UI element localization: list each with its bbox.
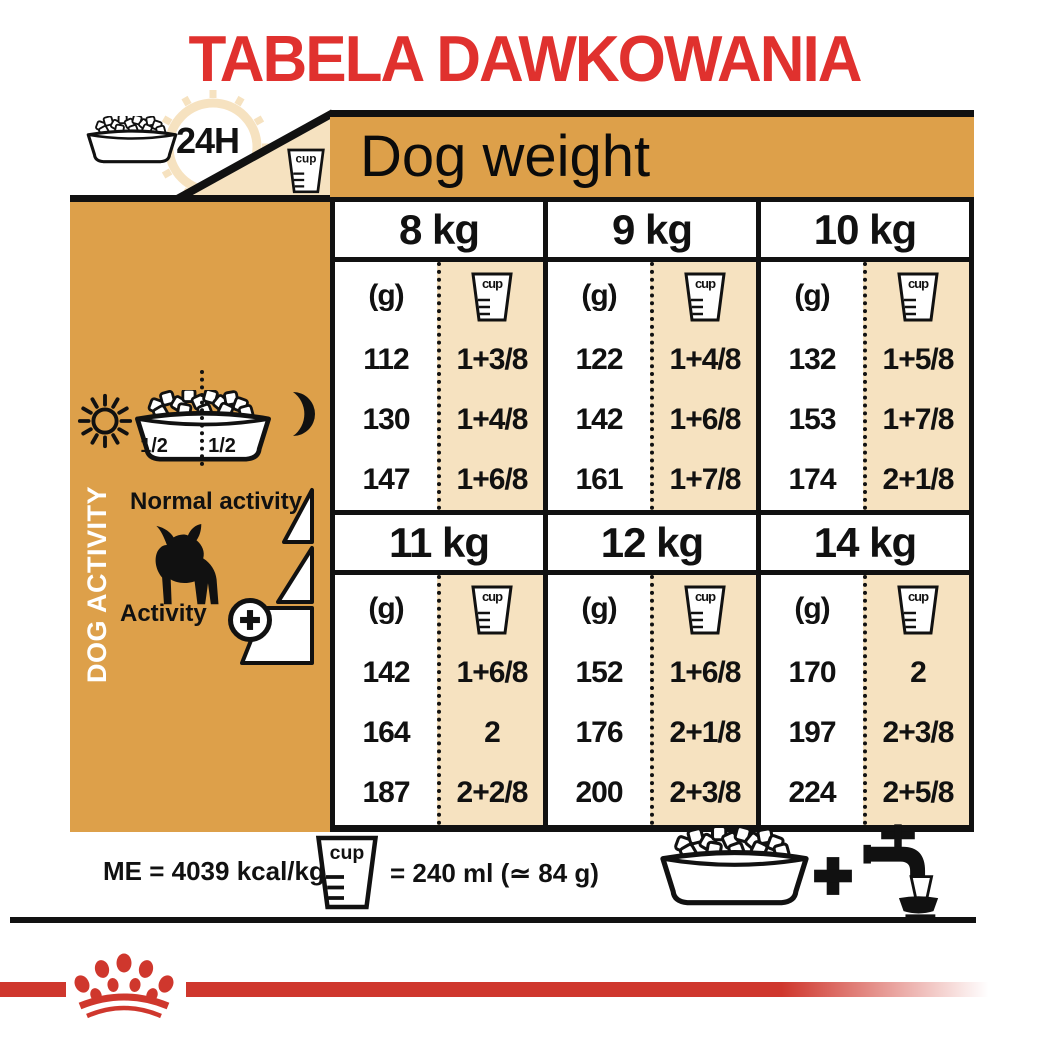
column-body: (g) 142 164 187 1+6/8 2 2+2/8	[335, 575, 543, 825]
grams-value: 161	[575, 463, 623, 496]
grams-value: 174	[788, 463, 836, 496]
plus-circle-icon	[228, 598, 272, 642]
cups-value: 1+7/8	[882, 403, 955, 436]
weight-header: 9 kg	[548, 202, 756, 257]
grams-value: 153	[788, 403, 836, 436]
moon-icon	[293, 392, 315, 436]
grams-unit-label: (g)	[581, 592, 617, 625]
grams-unit-label: (g)	[794, 279, 830, 312]
measuring-cup-icon	[471, 272, 513, 322]
grams-value: 197	[788, 716, 836, 749]
grams-value: 170	[788, 656, 836, 689]
cup-equivalence-label: = 240 ml (≃ 84 g)	[390, 858, 599, 888]
french-bulldog-icon	[155, 524, 219, 605]
plus-icon	[814, 857, 852, 895]
dog-activity-axis-label: DOG ACTIVITY	[82, 485, 112, 683]
grams-value: 132	[788, 343, 836, 376]
footer-divider	[10, 917, 976, 923]
grams-value: 122	[575, 343, 623, 376]
cups-value: 1+6/8	[669, 403, 742, 436]
page-title: TABELA DAWKOWANIA	[188, 23, 862, 96]
food-bowl-icon	[86, 116, 178, 164]
weight-header: 14 kg	[761, 515, 969, 570]
cups-value: 1+6/8	[669, 656, 742, 689]
sun-icon	[77, 393, 133, 449]
brand-crown-logo	[74, 953, 174, 1019]
brand-stripe	[186, 982, 1049, 997]
cups-value: 2+3/8	[882, 716, 955, 749]
grams-value: 112	[363, 343, 409, 376]
water-tap-icon	[863, 824, 939, 918]
cups-value: 2+5/8	[882, 776, 955, 809]
cups-value: 2+2/8	[456, 776, 529, 809]
cups-value: 2+3/8	[669, 776, 742, 809]
cups-value: 1+4/8	[669, 343, 742, 376]
weight-header: 12 kg	[548, 515, 756, 570]
grams-value: 147	[362, 463, 410, 496]
grams-value: 187	[362, 776, 410, 809]
cups-value: 1+6/8	[456, 463, 529, 496]
grams-value: 142	[362, 656, 410, 689]
column-body: (g) 112 130 147 1+3/8 1+4/8 1+6/8	[335, 262, 543, 510]
daily-ration-label: 24H	[176, 120, 240, 161]
measuring-cup-icon	[471, 585, 513, 635]
grams-value: 164	[362, 716, 410, 749]
half-ration-label: 1/2	[208, 435, 236, 457]
column-body: (g) 132 153 174 1+5/8 1+7/8 2+1/8	[761, 262, 969, 510]
activity-ramp-icons	[240, 488, 314, 665]
cups-value: 1+3/8	[456, 343, 529, 376]
grams-value: 152	[575, 656, 623, 689]
column-body: (g) 122 142 161 1+4/8 1+6/8 1+7/8	[548, 262, 756, 510]
grams-unit-label: (g)	[794, 592, 830, 625]
grams-value: 200	[575, 776, 623, 809]
bowl-split-dotted-line	[200, 370, 204, 466]
grams-value: 142	[575, 403, 623, 436]
grams-unit-label: (g)	[581, 279, 617, 312]
activity-plus-label: Activity	[120, 600, 207, 627]
weight-header: 8 kg	[335, 202, 543, 257]
measuring-cup-icon	[684, 585, 726, 635]
normal-activity-label: Normal activity	[130, 488, 303, 515]
grams-value: 130	[362, 403, 410, 436]
column-body: (g) 170 197 224 2 2+3/8 2+5/8	[761, 575, 969, 825]
brand-stripe	[0, 982, 66, 997]
measuring-cup-icon	[287, 148, 325, 194]
food-bowl-icon	[652, 828, 817, 918]
grams-value: 176	[575, 716, 623, 749]
cups-value: 1+7/8	[669, 463, 742, 496]
table-title: Dog weight	[330, 117, 974, 197]
dosage-table: Dog weight 8 kg 9 kg 10 kg (g) 112 130 1…	[330, 110, 974, 832]
cups-value: 1+4/8	[456, 403, 529, 436]
energy-value-label: ME = 4039 kcal/kg	[103, 856, 325, 886]
grams-unit-label: (g)	[368, 592, 404, 625]
cups-value: 2	[910, 656, 927, 689]
grams-value: 224	[788, 776, 836, 809]
cups-value: 2+1/8	[669, 716, 742, 749]
cups-value: 1+6/8	[456, 656, 529, 689]
measuring-cup-icon	[897, 272, 939, 322]
measuring-cup-icon	[314, 832, 380, 910]
half-ration-label: 1/2	[140, 435, 168, 457]
grams-unit-label: (g)	[368, 279, 404, 312]
dog-activity-panel: 1/2 1/2 DOG ACTIVITY Normal activity Act…	[70, 195, 330, 832]
cups-value: 1+5/8	[882, 343, 955, 376]
plus-icon	[240, 610, 260, 630]
measuring-cup-icon	[897, 585, 939, 635]
weight-header: 11 kg	[335, 515, 543, 570]
cups-value: 2	[484, 716, 501, 749]
measuring-cup-icon	[684, 272, 726, 322]
cups-value: 2+1/8	[882, 463, 955, 496]
column-body: (g) 152 176 200 1+6/8 2+1/8 2+3/8	[548, 575, 756, 825]
weight-header: 10 kg	[761, 202, 969, 257]
